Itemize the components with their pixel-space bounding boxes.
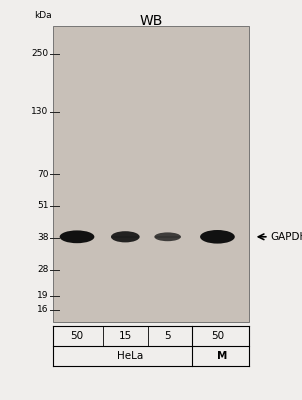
Text: 16: 16 bbox=[37, 306, 48, 314]
Text: 70: 70 bbox=[37, 170, 48, 178]
Bar bbox=[53, 26, 249, 322]
Text: 250: 250 bbox=[31, 50, 48, 58]
Ellipse shape bbox=[200, 230, 235, 244]
Text: 38: 38 bbox=[37, 234, 48, 242]
Text: kDa: kDa bbox=[34, 11, 51, 20]
Text: WB: WB bbox=[139, 14, 163, 28]
Text: 130: 130 bbox=[31, 108, 48, 116]
Text: 19: 19 bbox=[37, 292, 48, 300]
Text: GAPDH: GAPDH bbox=[270, 232, 302, 242]
Text: 51: 51 bbox=[37, 202, 48, 210]
Ellipse shape bbox=[154, 232, 181, 241]
Text: 50: 50 bbox=[211, 331, 224, 341]
Text: 50: 50 bbox=[70, 331, 84, 341]
Text: 28: 28 bbox=[37, 266, 48, 274]
Text: 15: 15 bbox=[119, 331, 132, 341]
Text: 5: 5 bbox=[164, 331, 171, 341]
Text: M: M bbox=[217, 351, 227, 361]
Ellipse shape bbox=[60, 230, 94, 243]
Text: HeLa: HeLa bbox=[117, 351, 143, 361]
Ellipse shape bbox=[111, 231, 140, 242]
